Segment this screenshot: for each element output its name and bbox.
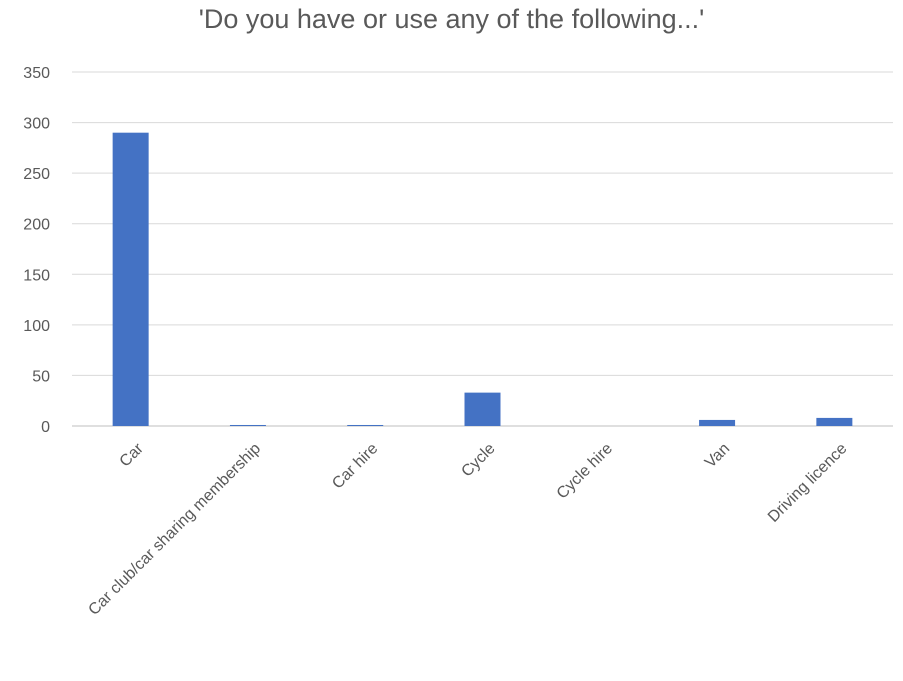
x-tick-label: Van <box>702 440 733 471</box>
bar <box>229 424 266 426</box>
bar <box>816 417 853 426</box>
x-tick-label: Car <box>117 440 148 471</box>
y-tick-label: 100 <box>23 318 50 335</box>
bar <box>112 132 149 426</box>
y-tick-label: 300 <box>23 116 50 133</box>
y-tick-label: 50 <box>32 368 50 385</box>
x-tick-label: Cycle hire <box>554 440 616 502</box>
y-tick-label: 200 <box>23 217 50 234</box>
y-tick-label: 150 <box>23 267 50 284</box>
x-tick-label: Driving licence <box>765 440 851 526</box>
y-tick-label: 250 <box>23 166 50 183</box>
x-tick-label: Car hire <box>329 440 381 492</box>
y-axis-ticks: 0 50 100 150 200 250 300 350 <box>23 65 50 436</box>
y-tick-label: 0 <box>41 419 50 436</box>
x-tick-label: Car club/car sharing membership <box>85 440 264 619</box>
bar <box>347 424 384 426</box>
bars <box>112 132 853 426</box>
chart-title: 'Do you have or use any of the following… <box>198 4 705 34</box>
x-tick-label: Cycle <box>458 440 498 480</box>
gridlines <box>72 71 893 427</box>
y-tick-label: 350 <box>23 65 50 82</box>
bar <box>464 392 501 426</box>
bar <box>699 419 736 426</box>
